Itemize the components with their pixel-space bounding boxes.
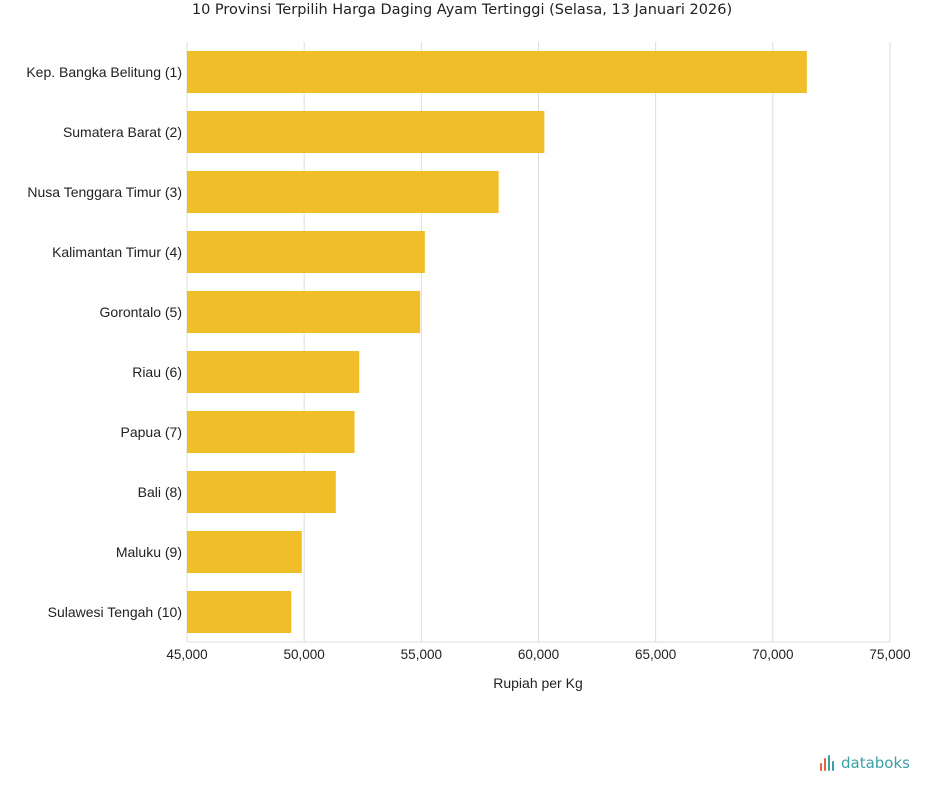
x-tick-label: 45,000 — [166, 647, 207, 662]
category-label: Kalimantan Timur (4) — [52, 244, 182, 260]
x-tick-label: 70,000 — [752, 647, 793, 662]
x-tick-label: 60,000 — [518, 647, 559, 662]
bar — [187, 291, 421, 333]
bar — [187, 591, 292, 633]
category-label: Maluku (9) — [116, 544, 182, 560]
bar — [187, 171, 499, 213]
x-tick-label: 55,000 — [401, 647, 442, 662]
category-labels: Kep. Bangka Belitung (1) Sumatera Barat (… — [26, 64, 182, 620]
databoks-logo-icon — [820, 755, 838, 771]
bars — [187, 51, 807, 633]
category-label: Papua (7) — [121, 424, 182, 440]
x-tick-label: 50,000 — [284, 647, 325, 662]
x-tick-label: 75,000 — [869, 647, 910, 662]
x-axis-title: Rupiah per Kg — [493, 675, 583, 691]
category-label: Bali (8) — [138, 484, 182, 500]
bar — [187, 471, 336, 513]
chart-title: 10 Provinsi Terpilih Harga Daging Ayam T… — [192, 2, 732, 18]
bar — [187, 51, 807, 93]
category-label: Sumatera Barat (2) — [63, 124, 182, 140]
bar — [187, 351, 360, 393]
category-label: Kep. Bangka Belitung (1) — [26, 64, 182, 80]
databoks-logo: databoks — [820, 754, 910, 772]
x-tick-label: 65,000 — [635, 647, 676, 662]
bar — [187, 411, 355, 453]
category-label: Riau (6) — [132, 364, 182, 380]
category-label: Sulawesi Tengah (10) — [48, 604, 182, 620]
x-axis-ticks: 45,000 50,000 55,000 60,000 65,000 70,000 75,0… — [166, 647, 910, 662]
bar — [187, 231, 425, 273]
category-label: Nusa Tenggara Timur (3) — [27, 184, 182, 200]
databoks-logo-text: databoks — [841, 754, 910, 772]
bar — [187, 531, 302, 573]
bar — [187, 111, 545, 153]
category-label: Gorontalo (5) — [100, 304, 182, 320]
